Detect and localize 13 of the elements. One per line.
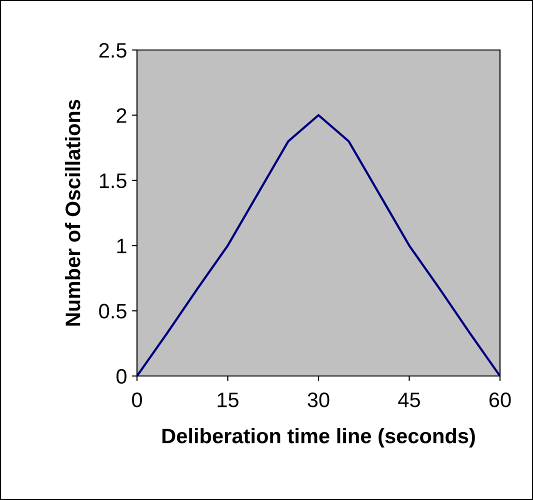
y-tick-label: 1.5 xyxy=(100,174,126,188)
y-tick-label: 1 xyxy=(117,238,126,254)
x-tick-label: 30 xyxy=(308,392,330,408)
y-tick-label: 0.5 xyxy=(99,304,126,319)
y-tick-label: 0 xyxy=(116,369,126,384)
x-tick-label: 60 xyxy=(489,392,511,408)
y-axis-title: Number of Oscillations xyxy=(65,100,80,326)
y-tick-label: 2 xyxy=(116,108,126,123)
x-tick-label: 45 xyxy=(398,392,420,408)
x-axis-title: Deliberation time line (seconds) xyxy=(162,428,475,448)
x-tick-label: 15 xyxy=(218,392,238,408)
y-tick-label: 2.5 xyxy=(99,43,126,58)
x-tick-label: 0 xyxy=(132,392,142,408)
